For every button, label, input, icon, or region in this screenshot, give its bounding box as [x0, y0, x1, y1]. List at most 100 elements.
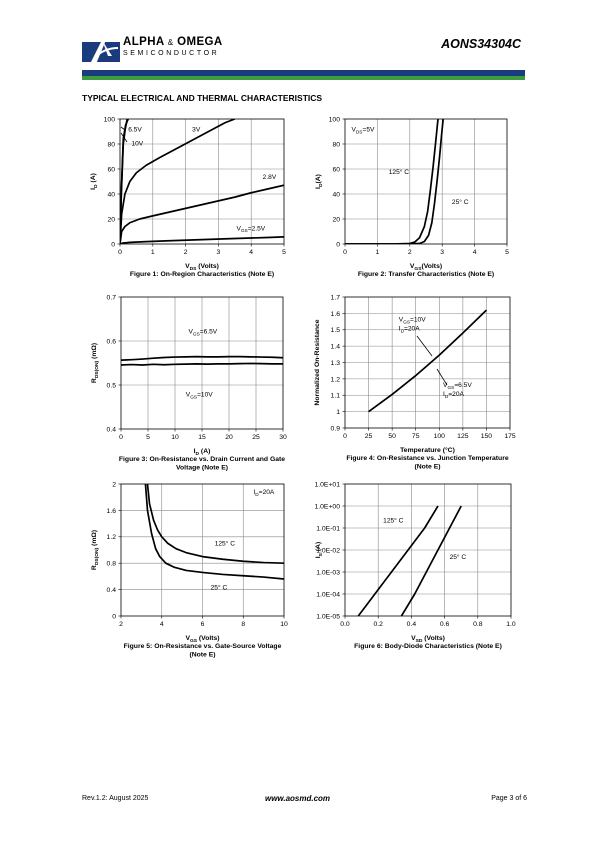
company-name: ALPHA & OMEGA [123, 36, 223, 48]
series-line [120, 119, 236, 244]
tick-label-y: 1.0E-05 [316, 613, 340, 620]
tick-label-y: 1.0E-01 [316, 525, 340, 532]
series-line [120, 119, 129, 244]
tick-label-y: 60 [332, 166, 340, 173]
tick-label-x: 1 [151, 249, 155, 256]
series-line [345, 119, 439, 244]
tick-label-x: 50 [388, 433, 396, 440]
fig5-chart: 2 4 6 8 10 0 0.4 0.8 1.2 1.6 2 ID=20A 125° C 25° C VGS… [91, 481, 288, 658]
y-axis-title: Normalized On-Resistance [314, 319, 321, 405]
tick-label-x: 30 [279, 434, 287, 441]
footer-revision: Rev.1.2: August 2025 [82, 795, 149, 802]
figure-caption: Figure 3: On-Resistance vs. Drain Curren… [119, 456, 285, 463]
series-line [121, 355, 283, 361]
series-line [120, 184, 284, 244]
tick-label-x: 75 [412, 433, 420, 440]
y-axis-title: IS (A) [315, 542, 324, 558]
tick-label-y: 0 [336, 241, 340, 248]
tick-label-y: 1.0E-02 [316, 547, 340, 554]
tick-label-x: 5 [505, 249, 509, 256]
tick-label-y: 1 [336, 409, 340, 416]
figure-caption: Figure 6: Body-Diode Characteristics (No… [354, 643, 502, 650]
tick-label-x: 2 [119, 621, 123, 628]
tick-label-x: 2 [408, 249, 412, 256]
figure-caption: Figure 5: On-Resistance vs. Gate-Source … [124, 643, 282, 650]
curve-label: 125° C [389, 168, 409, 176]
tick-label-y: 1.6 [331, 311, 341, 318]
fig2-chart: 0 1 2 3 4 5 0 20 40 60 80 100 VDS=5V 125° C 25° C VGS(V… [315, 116, 509, 278]
tick-label-y: 20 [332, 216, 340, 223]
figure-caption: (Note E) [189, 652, 215, 659]
company-name-part1: ALPHA [123, 36, 165, 48]
plot-frame [344, 118, 508, 245]
tick-label-x: 20 [225, 434, 233, 441]
series-line [146, 484, 284, 565]
tick-label-y: 1.5 [331, 327, 341, 334]
tick-label-y: 1.2 [107, 534, 117, 541]
curve-label: 25° C [211, 584, 228, 592]
plot-frame [344, 296, 511, 429]
tick-label-x: 0 [118, 249, 122, 256]
curve-label: ID=20A [399, 326, 420, 335]
y-axis-title: RDS(ON) (mΩ) [91, 343, 100, 383]
tick-label-x: 6 [201, 621, 205, 628]
tick-label-x: 175 [504, 433, 516, 440]
tick-label-x: 4 [249, 249, 253, 256]
tick-label-y: 0.7 [107, 294, 117, 301]
part-number: AONS34304C [441, 37, 521, 51]
x-axis-title: VSD (Volts) [411, 635, 445, 644]
tick-label-y: 1.0E+00 [314, 503, 340, 510]
curve-label: VGS=2.5V [236, 225, 265, 234]
tick-label-y: 0.4 [107, 426, 117, 433]
tick-label-y: 80 [107, 141, 115, 148]
tick-label-x: 1 [376, 249, 380, 256]
tick-label-y: 0.8 [107, 561, 117, 568]
y-axis-title: ID(A) [315, 174, 324, 189]
fig4-chart: 0 25 50 75 100 125 150 175 0.9 1 1.1 1.2 1.3 1.4 1.5 1.… [314, 294, 516, 470]
tick-label-x: 8 [241, 621, 245, 628]
tick-label-y: 0 [111, 241, 115, 248]
curve-label: ID=20A [443, 391, 464, 400]
series-line [357, 505, 439, 616]
curve-label: 10V [131, 140, 143, 147]
curve-label: VGS=10V [399, 317, 426, 326]
tick-label-x: 1.0 [506, 621, 516, 628]
tick-label-y: 1.7 [331, 294, 341, 301]
company-logo-icon [82, 40, 120, 64]
tick-label-y: 1.6 [107, 508, 117, 515]
series-line [400, 505, 462, 616]
tick-label-y: 100 [104, 116, 116, 123]
series-line [144, 484, 284, 580]
tick-label-x: 0.8 [473, 621, 483, 628]
tick-label-y: 0.6 [107, 338, 117, 345]
tick-label-y: 60 [107, 166, 115, 173]
tick-label-x: 25 [252, 434, 260, 441]
tick-label-y: 40 [332, 191, 340, 198]
figure-caption: (Note E) [414, 464, 440, 471]
tick-label-y: 20 [107, 216, 115, 223]
curve-label: ID=20A [253, 489, 274, 498]
footer-page: Page 3 of 6 [491, 795, 527, 802]
series-line [120, 236, 284, 244]
tick-label-x: 125 [457, 433, 469, 440]
tick-label-x: 10 [280, 621, 288, 628]
figure-caption: Figure 4: On-Resistance vs. Junction Tem… [346, 455, 509, 462]
tick-label-y: 1.2 [331, 376, 341, 383]
header-bar-green [82, 76, 525, 80]
arrow-6-5v [120, 126, 126, 131]
arrow-10v [120, 132, 128, 143]
figure-caption: Figure 1: On-Region Characteristics (Not… [130, 271, 274, 278]
company-name-part2: OMEGA [177, 36, 223, 48]
tick-label-y: 1.4 [331, 344, 341, 351]
tick-label-y: 0.4 [107, 587, 117, 594]
tick-label-y: 0 [112, 613, 116, 620]
fig1-chart: 0 1 2 3 4 5 0 20 40 60 80 100 6.5V 10V 3V 2.8V VGS=2.5V V… [90, 116, 286, 278]
tick-label-x: 5 [282, 249, 286, 256]
x-axis-title: ID (A) [194, 448, 211, 457]
curve-label: 3V [192, 127, 201, 134]
header-bar-blue [82, 70, 525, 76]
plot-frame [119, 118, 285, 245]
y-axis-title: RDS(ON) (mΩ) [91, 530, 100, 570]
series-line [121, 362, 283, 366]
curve-label: VGS=6.5V [189, 329, 218, 338]
